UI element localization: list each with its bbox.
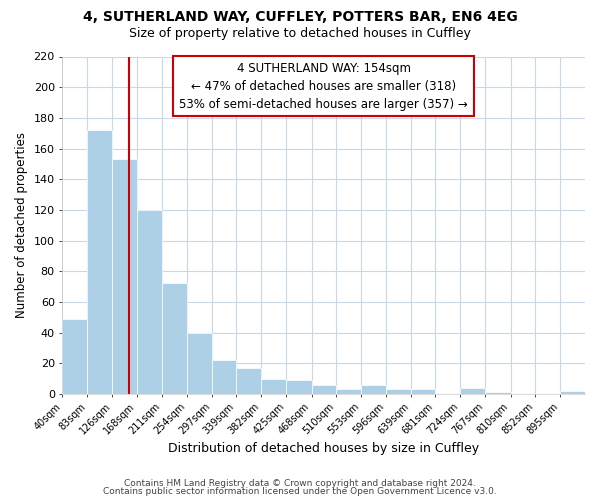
Text: 4, SUTHERLAND WAY, CUFFLEY, POTTERS BAR, EN6 4EG: 4, SUTHERLAND WAY, CUFFLEY, POTTERS BAR,… [83,10,517,24]
Bar [286,380,311,394]
Bar [187,332,212,394]
Bar [336,390,361,394]
Bar [236,368,262,394]
Bar [311,384,336,394]
Bar [162,284,187,394]
Bar [485,392,511,394]
Bar [460,388,485,394]
Bar [262,378,286,394]
Bar [62,318,88,394]
Text: Contains HM Land Registry data © Crown copyright and database right 2024.: Contains HM Land Registry data © Crown c… [124,478,476,488]
Bar [112,160,137,394]
Text: Contains public sector information licensed under the Open Government Licence v3: Contains public sector information licen… [103,487,497,496]
Bar [88,130,112,394]
Y-axis label: Number of detached properties: Number of detached properties [15,132,28,318]
Text: Size of property relative to detached houses in Cuffley: Size of property relative to detached ho… [129,28,471,40]
Bar [386,390,411,394]
Bar [137,210,162,394]
Bar [411,390,436,394]
X-axis label: Distribution of detached houses by size in Cuffley: Distribution of detached houses by size … [168,442,479,455]
Text: 4 SUTHERLAND WAY: 154sqm
← 47% of detached houses are smaller (318)
53% of semi-: 4 SUTHERLAND WAY: 154sqm ← 47% of detach… [179,62,468,110]
Bar [361,384,386,394]
Bar [212,360,236,394]
Bar [560,391,585,394]
